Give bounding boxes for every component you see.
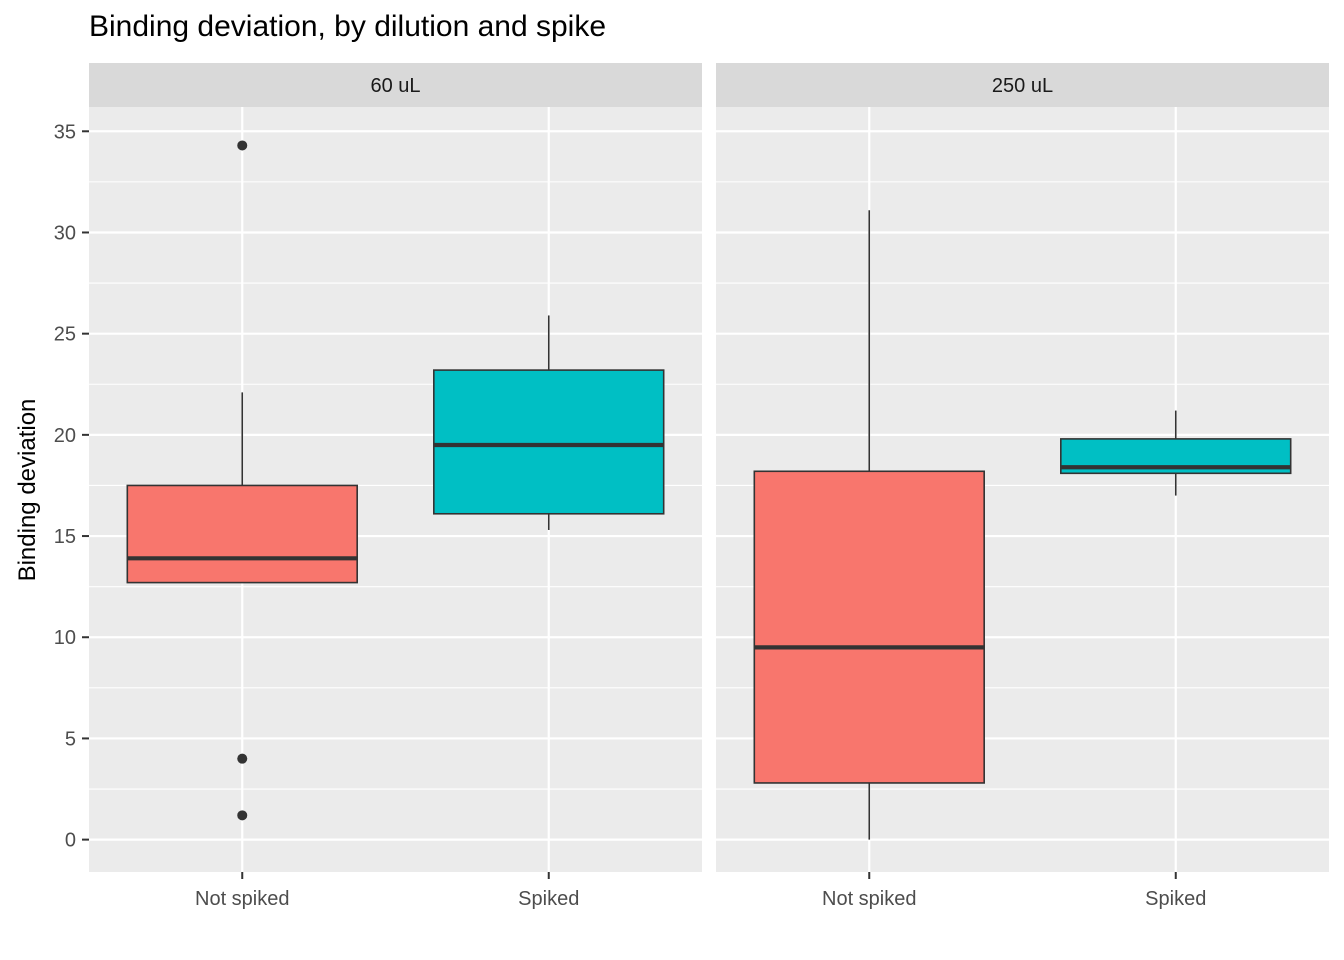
outlier-point — [237, 753, 248, 764]
box-not-spiked — [126, 484, 358, 584]
facet-strip — [716, 63, 1329, 107]
x-tick-label: Spiked — [518, 888, 579, 910]
x-tick-label: Not spiked — [822, 888, 917, 910]
facet-strip-label: 60 uL — [370, 75, 420, 97]
facet-strip — [89, 63, 702, 107]
y-tick-label: 0 — [65, 830, 76, 852]
y-tick-label: 30 — [54, 222, 76, 244]
y-tick-label: 35 — [54, 121, 76, 143]
outlier-point — [237, 810, 248, 821]
x-tick-label: Not spiked — [195, 888, 290, 910]
x-tick-label: Spiked — [1145, 888, 1206, 910]
y-tick-label: 5 — [65, 728, 76, 750]
y-tick-label: 10 — [54, 627, 76, 649]
y-tick-label: 15 — [54, 526, 76, 548]
outlier-point — [237, 140, 248, 151]
box-not-spiked — [753, 470, 985, 784]
y-tick-label: 25 — [54, 324, 76, 346]
box-spiked — [433, 369, 665, 515]
facet-strip-label: 250 uL — [992, 75, 1053, 97]
chart-title: Binding deviation, by dilution and spike — [89, 10, 607, 43]
y-tick-label: 20 — [54, 425, 76, 447]
